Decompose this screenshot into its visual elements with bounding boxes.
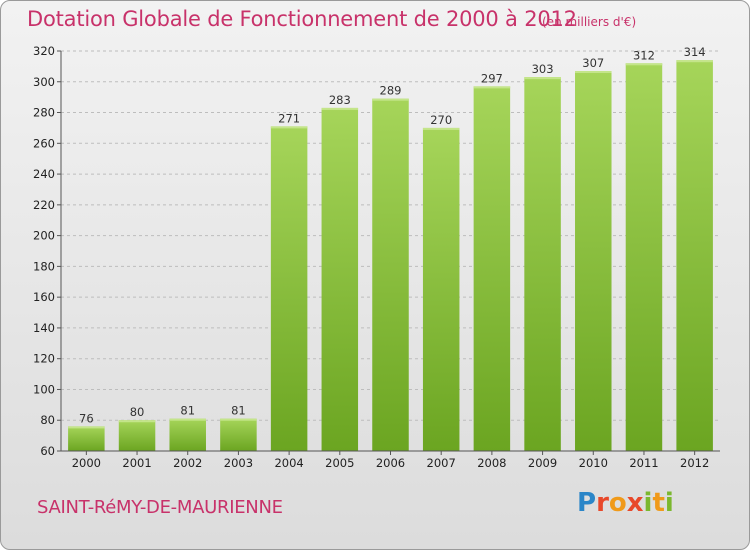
x-tick-label: 2003: [224, 456, 253, 470]
bar[interactable]: [118, 420, 156, 451]
x-tick-label: 2002: [173, 456, 202, 470]
logo-letter: x: [626, 488, 644, 518]
x-tick-label: 2006: [376, 456, 405, 470]
x-tick-label: 2005: [325, 456, 354, 470]
proxiti-logo[interactable]: Proxiti: [577, 488, 674, 518]
logo-letter: P: [577, 488, 597, 518]
x-axis-ticks: 2000 2001 2002 2003 2004 2005 2006 2007 2008 2009…: [72, 451, 709, 470]
logo-letter: o: [608, 488, 627, 518]
commune-name: SAINT-RéMY-DE-MAURIENNE: [37, 497, 283, 518]
chart-title: Dotation Globale de Fonctionnement de 20…: [27, 7, 577, 31]
logo-letter: r: [596, 488, 609, 518]
x-tick-label: 2001: [122, 456, 151, 470]
bar[interactable]: [676, 60, 713, 451]
y-tick-label: 100: [33, 382, 55, 396]
bar[interactable]: [575, 71, 612, 451]
x-tick-label: 2011: [629, 456, 658, 470]
data-label: 314: [684, 45, 706, 59]
bar-highlight: [372, 98, 409, 101]
y-tick-label: 140: [33, 321, 55, 335]
y-tick-label: 180: [33, 259, 55, 273]
y-tick-label: 260: [33, 136, 55, 150]
data-label: 81: [180, 404, 195, 418]
data-label: 81: [231, 404, 246, 418]
data-label: 271: [278, 111, 300, 125]
y-axis-ticks: 60 80 100 120 140 160 180 200 220 240 260 280 300 320: [33, 44, 61, 458]
x-tick-label: 2009: [528, 456, 557, 470]
data-label: 289: [380, 84, 402, 98]
data-label: 312: [633, 48, 655, 62]
bar[interactable]: [321, 107, 359, 451]
y-tick-label: 120: [33, 352, 55, 366]
logo-letter: t: [652, 488, 665, 518]
chart-unit: (en milliers d'€): [542, 15, 637, 29]
bar-highlight: [422, 127, 460, 130]
bar-highlight: [473, 86, 511, 89]
x-tick-label: 2007: [427, 456, 456, 470]
bar[interactable]: [524, 77, 561, 452]
data-label: 303: [532, 62, 554, 76]
y-tick-label: 160: [33, 290, 55, 304]
x-tick-label: 2000: [72, 456, 101, 470]
y-tick-label: 220: [33, 198, 55, 212]
bar[interactable]: [68, 426, 105, 451]
data-label: 80: [130, 405, 145, 419]
x-tick-label: 2010: [579, 456, 608, 470]
bar-highlight: [220, 418, 257, 421]
bar-highlight: [270, 126, 308, 129]
data-label: 297: [481, 71, 503, 85]
bar[interactable]: [372, 98, 409, 451]
bar[interactable]: [169, 418, 206, 451]
y-tick-label: 240: [33, 167, 55, 181]
data-label: 270: [430, 113, 452, 127]
logo-letter: i: [643, 488, 653, 518]
data-label: 283: [329, 93, 351, 107]
bar[interactable]: [270, 126, 308, 451]
y-tick-label: 60: [40, 444, 55, 458]
bar-highlight: [524, 77, 561, 80]
y-tick-label: 280: [33, 106, 55, 120]
bar-highlight: [68, 426, 105, 429]
logo-letter: i: [664, 488, 674, 518]
x-tick-label: 2012: [680, 456, 709, 470]
y-tick-label: 300: [33, 75, 55, 89]
bar[interactable]: [473, 86, 511, 451]
bar[interactable]: [625, 63, 663, 452]
data-label: 307: [582, 56, 604, 70]
bars: [68, 60, 713, 452]
y-tick-label: 200: [33, 229, 55, 243]
bar-highlight: [676, 60, 713, 63]
bar-highlight: [575, 71, 612, 73]
y-tick-label: 320: [33, 44, 55, 58]
x-tick-label: 2004: [274, 456, 303, 470]
data-label: 76: [79, 411, 94, 425]
bar[interactable]: [220, 418, 257, 451]
bar-highlight: [321, 107, 359, 110]
bar-highlight: [625, 63, 663, 66]
bar-highlight: [169, 418, 206, 421]
data-labels: 76 80 81 81 271 283 289 270 297 303 307 312 314: [79, 45, 706, 425]
bar[interactable]: [422, 127, 460, 451]
bar-highlight: [118, 420, 156, 423]
y-tick-label: 80: [40, 413, 55, 427]
x-tick-label: 2008: [477, 456, 506, 470]
